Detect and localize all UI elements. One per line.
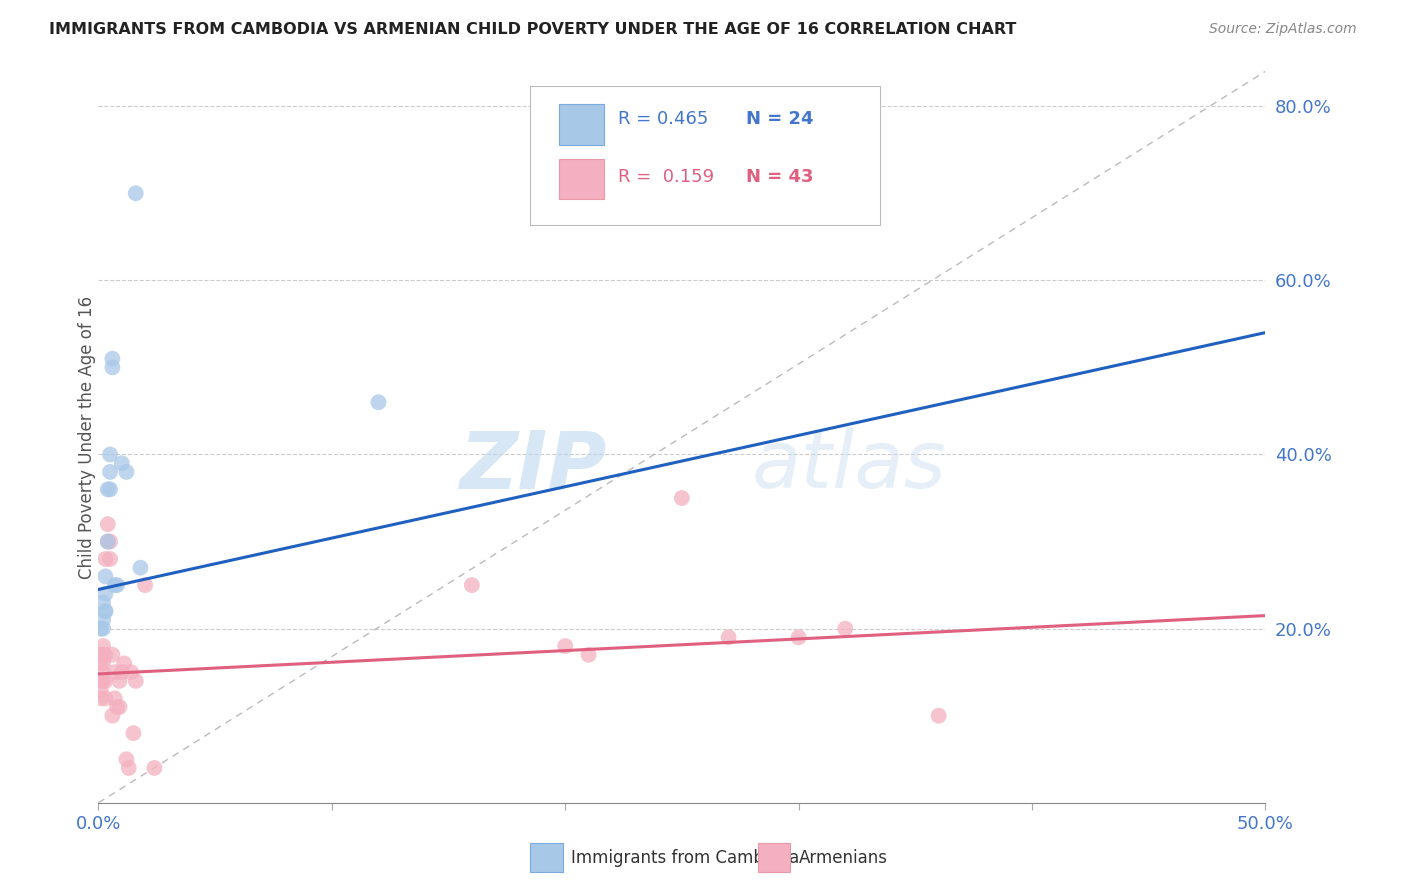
- Point: [112, 657, 135, 671]
- Point: [105, 700, 128, 714]
- Point: [98, 552, 121, 566]
- Point: [717, 631, 740, 645]
- Point: [108, 673, 131, 688]
- Point: [111, 456, 134, 470]
- Point: [98, 448, 121, 462]
- FancyBboxPatch shape: [758, 843, 790, 872]
- Point: [94, 604, 117, 618]
- Point: [367, 395, 389, 409]
- Point: [787, 631, 810, 645]
- Point: [105, 578, 128, 592]
- Point: [91, 613, 114, 627]
- Point: [834, 622, 856, 636]
- Point: [101, 708, 124, 723]
- Point: [98, 483, 121, 497]
- Point: [90, 682, 112, 697]
- Text: ZIP: ZIP: [458, 427, 606, 506]
- FancyBboxPatch shape: [530, 86, 880, 225]
- Point: [98, 534, 121, 549]
- Text: R = 0.465: R = 0.465: [617, 110, 709, 128]
- Point: [91, 595, 114, 609]
- Point: [91, 657, 114, 671]
- Point: [928, 708, 950, 723]
- Point: [578, 648, 600, 662]
- Point: [108, 700, 131, 714]
- Point: [91, 665, 114, 680]
- Text: R =  0.159: R = 0.159: [617, 169, 714, 186]
- Text: Armenians: Armenians: [799, 848, 887, 867]
- Text: Immigrants from Cambodia: Immigrants from Cambodia: [571, 848, 799, 867]
- Point: [101, 360, 124, 375]
- Y-axis label: Child Poverty Under the Age of 16: Child Poverty Under the Age of 16: [79, 295, 96, 579]
- Point: [125, 186, 148, 201]
- Point: [118, 761, 141, 775]
- Point: [115, 465, 138, 479]
- Point: [94, 648, 117, 662]
- Point: [94, 604, 117, 618]
- Text: N = 43: N = 43: [747, 169, 814, 186]
- Point: [94, 691, 117, 706]
- FancyBboxPatch shape: [530, 843, 562, 872]
- Point: [94, 587, 117, 601]
- Point: [98, 465, 121, 479]
- Point: [90, 673, 112, 688]
- Point: [91, 622, 114, 636]
- Point: [90, 622, 112, 636]
- Point: [97, 517, 120, 532]
- Point: [143, 761, 166, 775]
- Point: [101, 648, 124, 662]
- Point: [94, 673, 117, 688]
- Point: [97, 534, 120, 549]
- Point: [461, 578, 484, 592]
- Point: [125, 673, 148, 688]
- Point: [91, 673, 114, 688]
- Point: [97, 534, 120, 549]
- Point: [111, 665, 134, 680]
- Point: [554, 639, 576, 653]
- Point: [104, 691, 127, 706]
- FancyBboxPatch shape: [560, 159, 603, 200]
- FancyBboxPatch shape: [560, 104, 603, 145]
- Point: [91, 639, 114, 653]
- Text: IMMIGRANTS FROM CAMBODIA VS ARMENIAN CHILD POVERTY UNDER THE AGE OF 16 CORRELATI: IMMIGRANTS FROM CAMBODIA VS ARMENIAN CHI…: [49, 22, 1017, 37]
- Point: [129, 560, 152, 574]
- Point: [671, 491, 693, 505]
- Text: atlas: atlas: [752, 427, 946, 506]
- Point: [134, 578, 156, 592]
- Text: Source: ZipAtlas.com: Source: ZipAtlas.com: [1209, 22, 1357, 37]
- Point: [120, 665, 142, 680]
- Point: [90, 657, 112, 671]
- Point: [101, 351, 124, 366]
- Point: [115, 752, 138, 766]
- Point: [104, 665, 127, 680]
- Point: [94, 569, 117, 583]
- Text: N = 24: N = 24: [747, 110, 814, 128]
- Point: [94, 552, 117, 566]
- Point: [91, 648, 114, 662]
- Point: [90, 648, 112, 662]
- Point: [97, 483, 120, 497]
- Point: [90, 691, 112, 706]
- Point: [122, 726, 145, 740]
- Point: [104, 578, 127, 592]
